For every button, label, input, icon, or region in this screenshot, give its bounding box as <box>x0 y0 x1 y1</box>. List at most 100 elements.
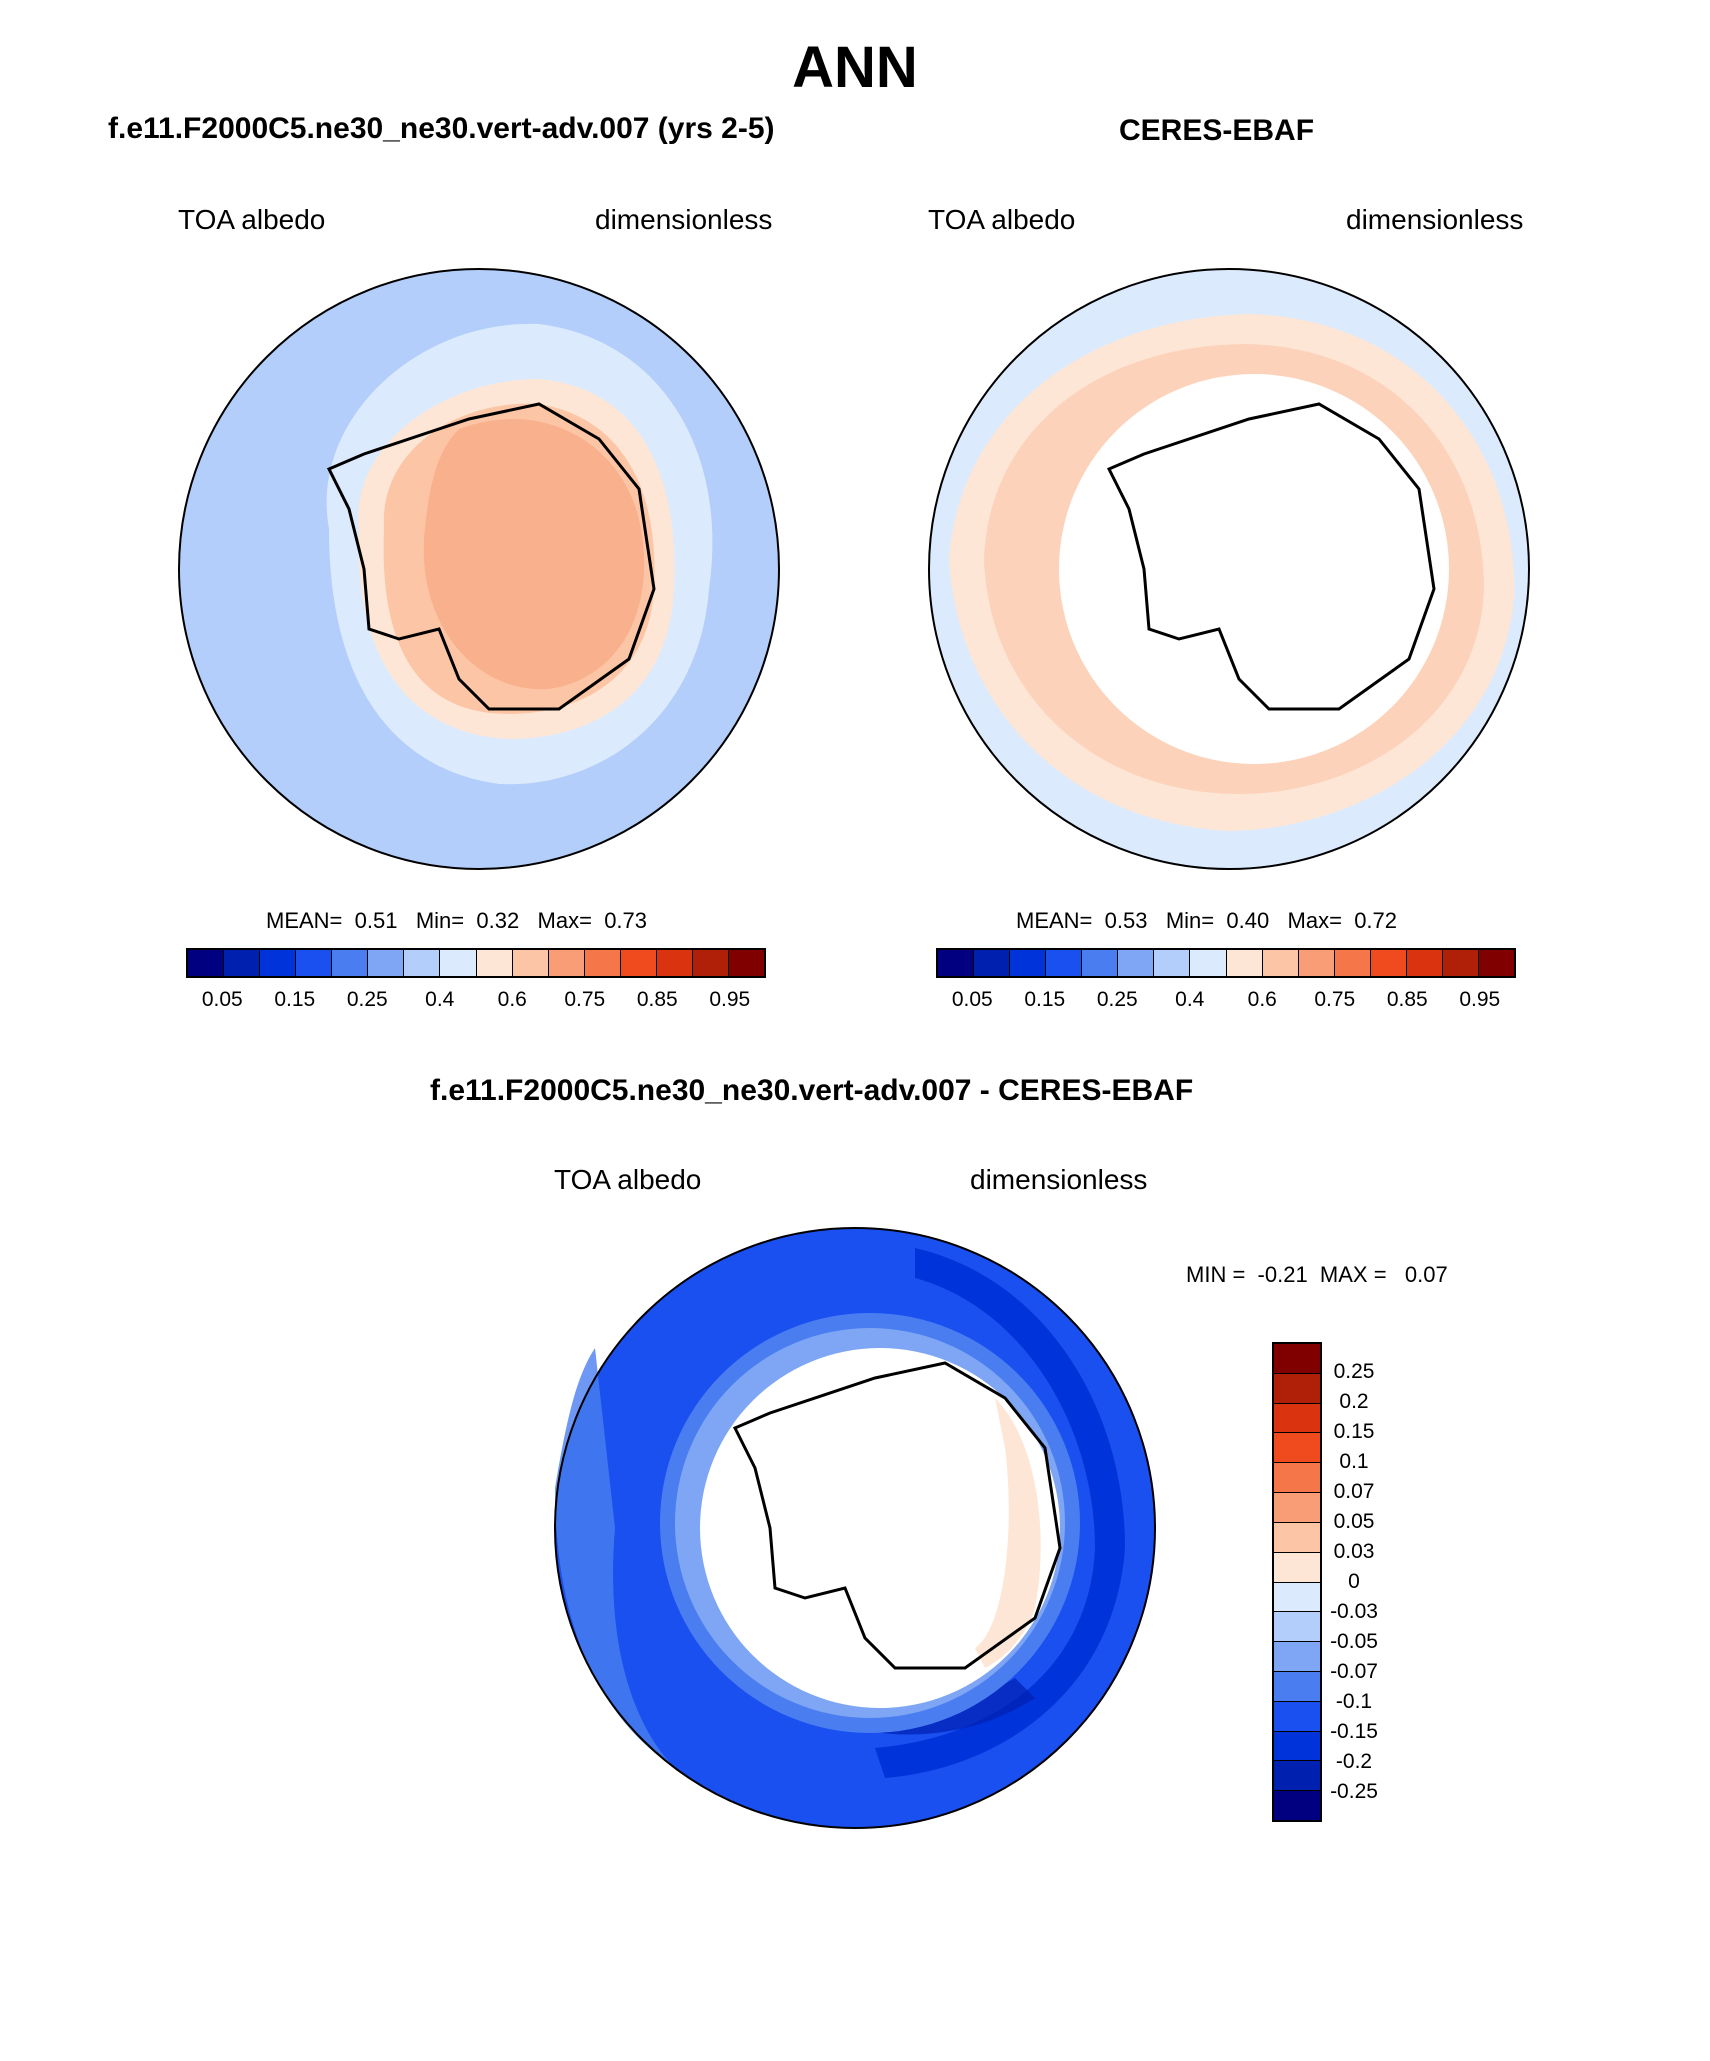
colorbar-swatch <box>1274 1373 1320 1404</box>
mean-label: MEAN= <box>1016 908 1093 933</box>
max-value: 0.07 <box>1404 1262 1448 1287</box>
antarctica-coastline <box>732 1361 1062 1670</box>
panel-title-obs: CERES-EBAF <box>1119 114 1315 147</box>
colorbar-swatch <box>1406 950 1443 976</box>
colorbar-swatch <box>1478 950 1514 976</box>
max-value: 0.73 <box>604 908 648 933</box>
colorbar-swatch <box>1046 950 1083 976</box>
main-title: ANN <box>792 35 918 100</box>
min-value: 0.32 <box>476 908 520 933</box>
colorbar-tick-label: 0.4 <box>1175 988 1205 1011</box>
colorbar-swatch <box>620 950 657 976</box>
mean-value: 0.53 <box>1104 908 1148 933</box>
polar-map-model <box>178 268 780 870</box>
colorbar-swatch <box>1274 1522 1320 1553</box>
colorbar-swatch <box>1370 950 1407 976</box>
max-label: Max= <box>1287 908 1342 933</box>
colorbar-tick-label: -0.25 <box>1330 1780 1378 1803</box>
panel-title-model: f.e11.F2000C5.ne30_ne30.vert-adv.007 (yr… <box>108 112 775 145</box>
colorbar-swatch <box>1274 1671 1320 1702</box>
colorbar-swatch <box>1274 1344 1320 1374</box>
colorbar-swatch <box>1262 950 1299 976</box>
colorbar-swatch <box>296 950 333 976</box>
colorbar-swatch <box>1118 950 1155 976</box>
colorbar-tick-label: 0.15 <box>274 988 316 1011</box>
colorbar-swatch <box>1274 1612 1320 1643</box>
colorbar-swatch <box>938 950 975 976</box>
colorbar-swatch <box>1010 950 1047 976</box>
colorbar-tick-label: -0.07 <box>1330 1660 1378 1683</box>
colorbar-tick-label: 0.05 <box>1333 1510 1375 1533</box>
colorbar-tick-label: 0.4 <box>425 988 455 1011</box>
colorbar-tick-label: 0.05 <box>201 988 243 1011</box>
minmax-stat-diff: MIN = -0.21 MAX = 0.07 <box>1186 1262 1448 1288</box>
colorbar-swatch <box>1274 1642 1320 1672</box>
polar-map-obs <box>928 268 1530 870</box>
colorbar-swatch <box>1274 1433 1320 1464</box>
colorbar-swatch <box>656 950 693 976</box>
max-value: 0.72 <box>1354 908 1398 933</box>
mean-value: 0.51 <box>354 908 398 933</box>
colorbar-swatch <box>584 950 621 976</box>
colorbar-tick-label: 0.75 <box>564 988 606 1011</box>
min-label: Min= <box>415 908 465 933</box>
units-label-obs: dimensionless <box>1346 204 1524 235</box>
colorbar-swatch <box>1274 1731 1320 1762</box>
colorbar-tick-label: 0.95 <box>1459 988 1501 1011</box>
colorbar-tick-label: 0.25 <box>1333 1360 1375 1383</box>
colorbar-swatch <box>1226 950 1263 976</box>
colorbar-tick-label: -0.05 <box>1330 1630 1378 1653</box>
colorbar-tick-label: 0.15 <box>1333 1420 1375 1443</box>
colorbar-tick-label: 0.75 <box>1314 988 1356 1011</box>
units-label-model: dimensionless <box>595 204 773 235</box>
colorbar-swatch <box>1274 1403 1320 1434</box>
colorbar-swatch <box>974 950 1011 976</box>
colorbar-tick-label: 0.15 <box>1024 988 1066 1011</box>
colorbar-tick-label: 0.07 <box>1333 1480 1375 1503</box>
colorbar-swatch <box>1274 1552 1320 1583</box>
colorbar-swatch <box>476 950 513 976</box>
colorbar-swatch <box>512 950 549 976</box>
colorbar-tick-label: 0.6 <box>497 988 527 1011</box>
mean-stat-obs: MEAN= 0.53 Min= 0.40 Max= 0.72 <box>1016 908 1397 934</box>
colorbar-tick-label: 0.05 <box>951 988 993 1011</box>
colorbar-swatch <box>440 950 477 976</box>
mean-label: MEAN= <box>266 908 343 933</box>
colorbar-tick-label: 0.95 <box>709 988 751 1011</box>
colorbar-tick-label: 0.85 <box>1386 988 1428 1011</box>
colorbar-swatch <box>188 950 225 976</box>
colorbar-swatch <box>1274 1701 1320 1732</box>
colorbar-tick-label: 0.25 <box>346 988 388 1011</box>
colorbar-swatch <box>1274 1493 1320 1523</box>
polar-map-diff <box>554 1227 1156 1829</box>
min-label: Min= <box>1165 908 1215 933</box>
colorbar-swatch <box>260 950 297 976</box>
colorbar-swatch <box>1334 950 1371 976</box>
colorbar-swatch <box>1274 1791 1320 1820</box>
colorbar-tick-label: -0.15 <box>1330 1720 1378 1743</box>
colorbar-swatch <box>1154 950 1191 976</box>
colorbar-swatch <box>1442 950 1479 976</box>
colorbar-tick-label: 0.1 <box>1339 1450 1369 1473</box>
variable-label-diff: TOA albedo <box>554 1164 702 1195</box>
colorbar-tick-label: 0.03 <box>1333 1540 1375 1563</box>
colorbar-tick-label: -0.2 <box>1335 1750 1373 1773</box>
colorbar-model <box>186 948 766 978</box>
colorbar-swatch <box>1274 1582 1320 1613</box>
colorbar-swatch <box>1274 1463 1320 1494</box>
colorbar-swatch <box>1274 1761 1320 1792</box>
colorbar-tick-label: 0.85 <box>636 988 678 1011</box>
variable-label-model: TOA albedo <box>178 204 326 235</box>
colorbar-tick-label: 0.6 <box>1247 988 1277 1011</box>
units-label-diff: dimensionless <box>970 1164 1148 1195</box>
colorbar-diff <box>1272 1342 1322 1822</box>
colorbar-swatch <box>224 950 261 976</box>
colorbar-swatch <box>1082 950 1119 976</box>
colorbar-swatch <box>692 950 729 976</box>
colorbar-swatch <box>1190 950 1227 976</box>
colorbar-swatch <box>548 950 585 976</box>
colorbar-swatch <box>728 950 764 976</box>
colorbar-tick-label: 0.2 <box>1339 1390 1369 1413</box>
mean-stat-model: MEAN= 0.51 Min= 0.32 Max= 0.73 <box>266 908 647 934</box>
max-label: MAX = <box>1319 1262 1387 1287</box>
